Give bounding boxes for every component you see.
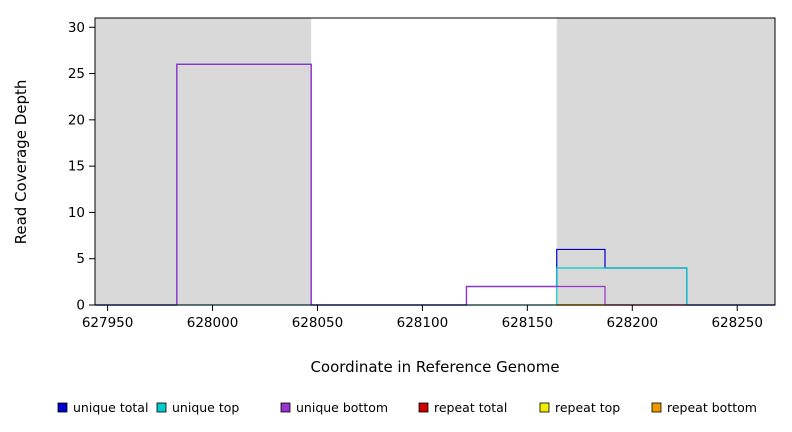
plot-area: 627950 628000 628050 628100 628150 628200 6282… — [68, 17, 776, 331]
legend-label-repeat-bottom: repeat bottom — [667, 400, 757, 415]
repeat-region-shading — [95, 18, 312, 305]
legend-label-repeat-total: repeat total — [434, 400, 507, 415]
x-tick-label: 628050 — [292, 315, 344, 331]
legend: unique total unique top unique bottom repea… — [57, 400, 757, 415]
y-tick-label: 5 — [76, 251, 85, 267]
y-axis-title: Read Coverage Depth — [12, 80, 30, 245]
legend-label-unique-bottom: unique bottom — [296, 400, 388, 415]
legend-swatch-repeat-top — [539, 402, 550, 413]
x-tick-label: 628150 — [502, 315, 554, 331]
plot-border — [94, 17, 776, 306]
legend-label-unique-top: unique top — [172, 400, 239, 415]
y-tick-label: 20 — [68, 112, 85, 128]
legend-label-repeat-top: repeat top — [555, 400, 620, 415]
legend-swatch-unique-bottom — [280, 402, 291, 413]
y-tick-label: 30 — [68, 20, 85, 36]
x-axis-title: Coordinate in Reference Genome — [310, 358, 559, 376]
repeat-region-shading — [556, 18, 775, 305]
x-tick-label: 628100 — [397, 315, 449, 331]
x-tick-label: 627950 — [82, 315, 134, 331]
y-tick-label: 15 — [68, 159, 85, 175]
x-tick-label: 628200 — [607, 315, 659, 331]
legend-swatch-unique-total — [57, 402, 68, 413]
legend-label-unique-total: unique total — [73, 400, 148, 415]
x-tick-label: 628250 — [711, 315, 763, 331]
legend-swatch-repeat-bottom — [651, 402, 662, 413]
y-tick-label: 0 — [76, 298, 85, 314]
x-tick-label: 628000 — [187, 315, 239, 331]
y-tick-label: 10 — [68, 205, 85, 221]
legend-swatch-repeat-total — [418, 402, 429, 413]
legend-swatch-unique-top — [156, 402, 167, 413]
y-tick-label: 25 — [68, 66, 85, 82]
